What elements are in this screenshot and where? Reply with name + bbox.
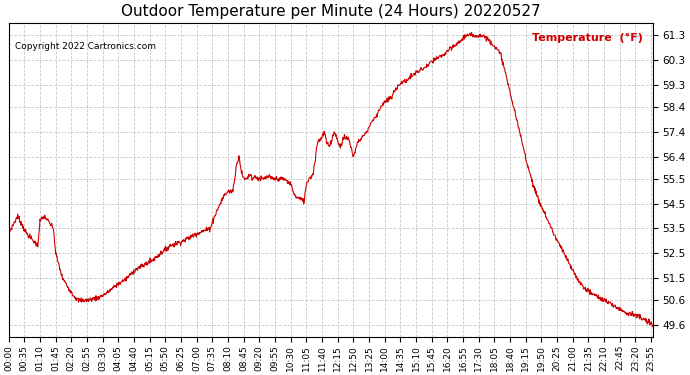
Temperature  (°F)	[649, 324, 657, 329]
Temperature  (°F)	[649, 324, 657, 328]
Temperature  (°F)	[148, 258, 156, 262]
Line: Temperature  (°F): Temperature (°F)	[9, 33, 653, 327]
Temperature  (°F)	[132, 267, 140, 272]
Temperature  (°F)	[467, 30, 475, 35]
Title: Outdoor Temperature per Minute (24 Hours) 20220527: Outdoor Temperature per Minute (24 Hours…	[121, 4, 540, 19]
Legend: Temperature  (°F): Temperature (°F)	[528, 28, 647, 48]
Temperature  (°F)	[431, 56, 440, 60]
Temperature  (°F)	[5, 229, 13, 234]
Temperature  (°F)	[573, 274, 581, 279]
Temperature  (°F)	[220, 192, 228, 197]
Text: Copyright 2022 Cartronics.com: Copyright 2022 Cartronics.com	[15, 42, 156, 51]
Temperature  (°F)	[515, 130, 524, 134]
